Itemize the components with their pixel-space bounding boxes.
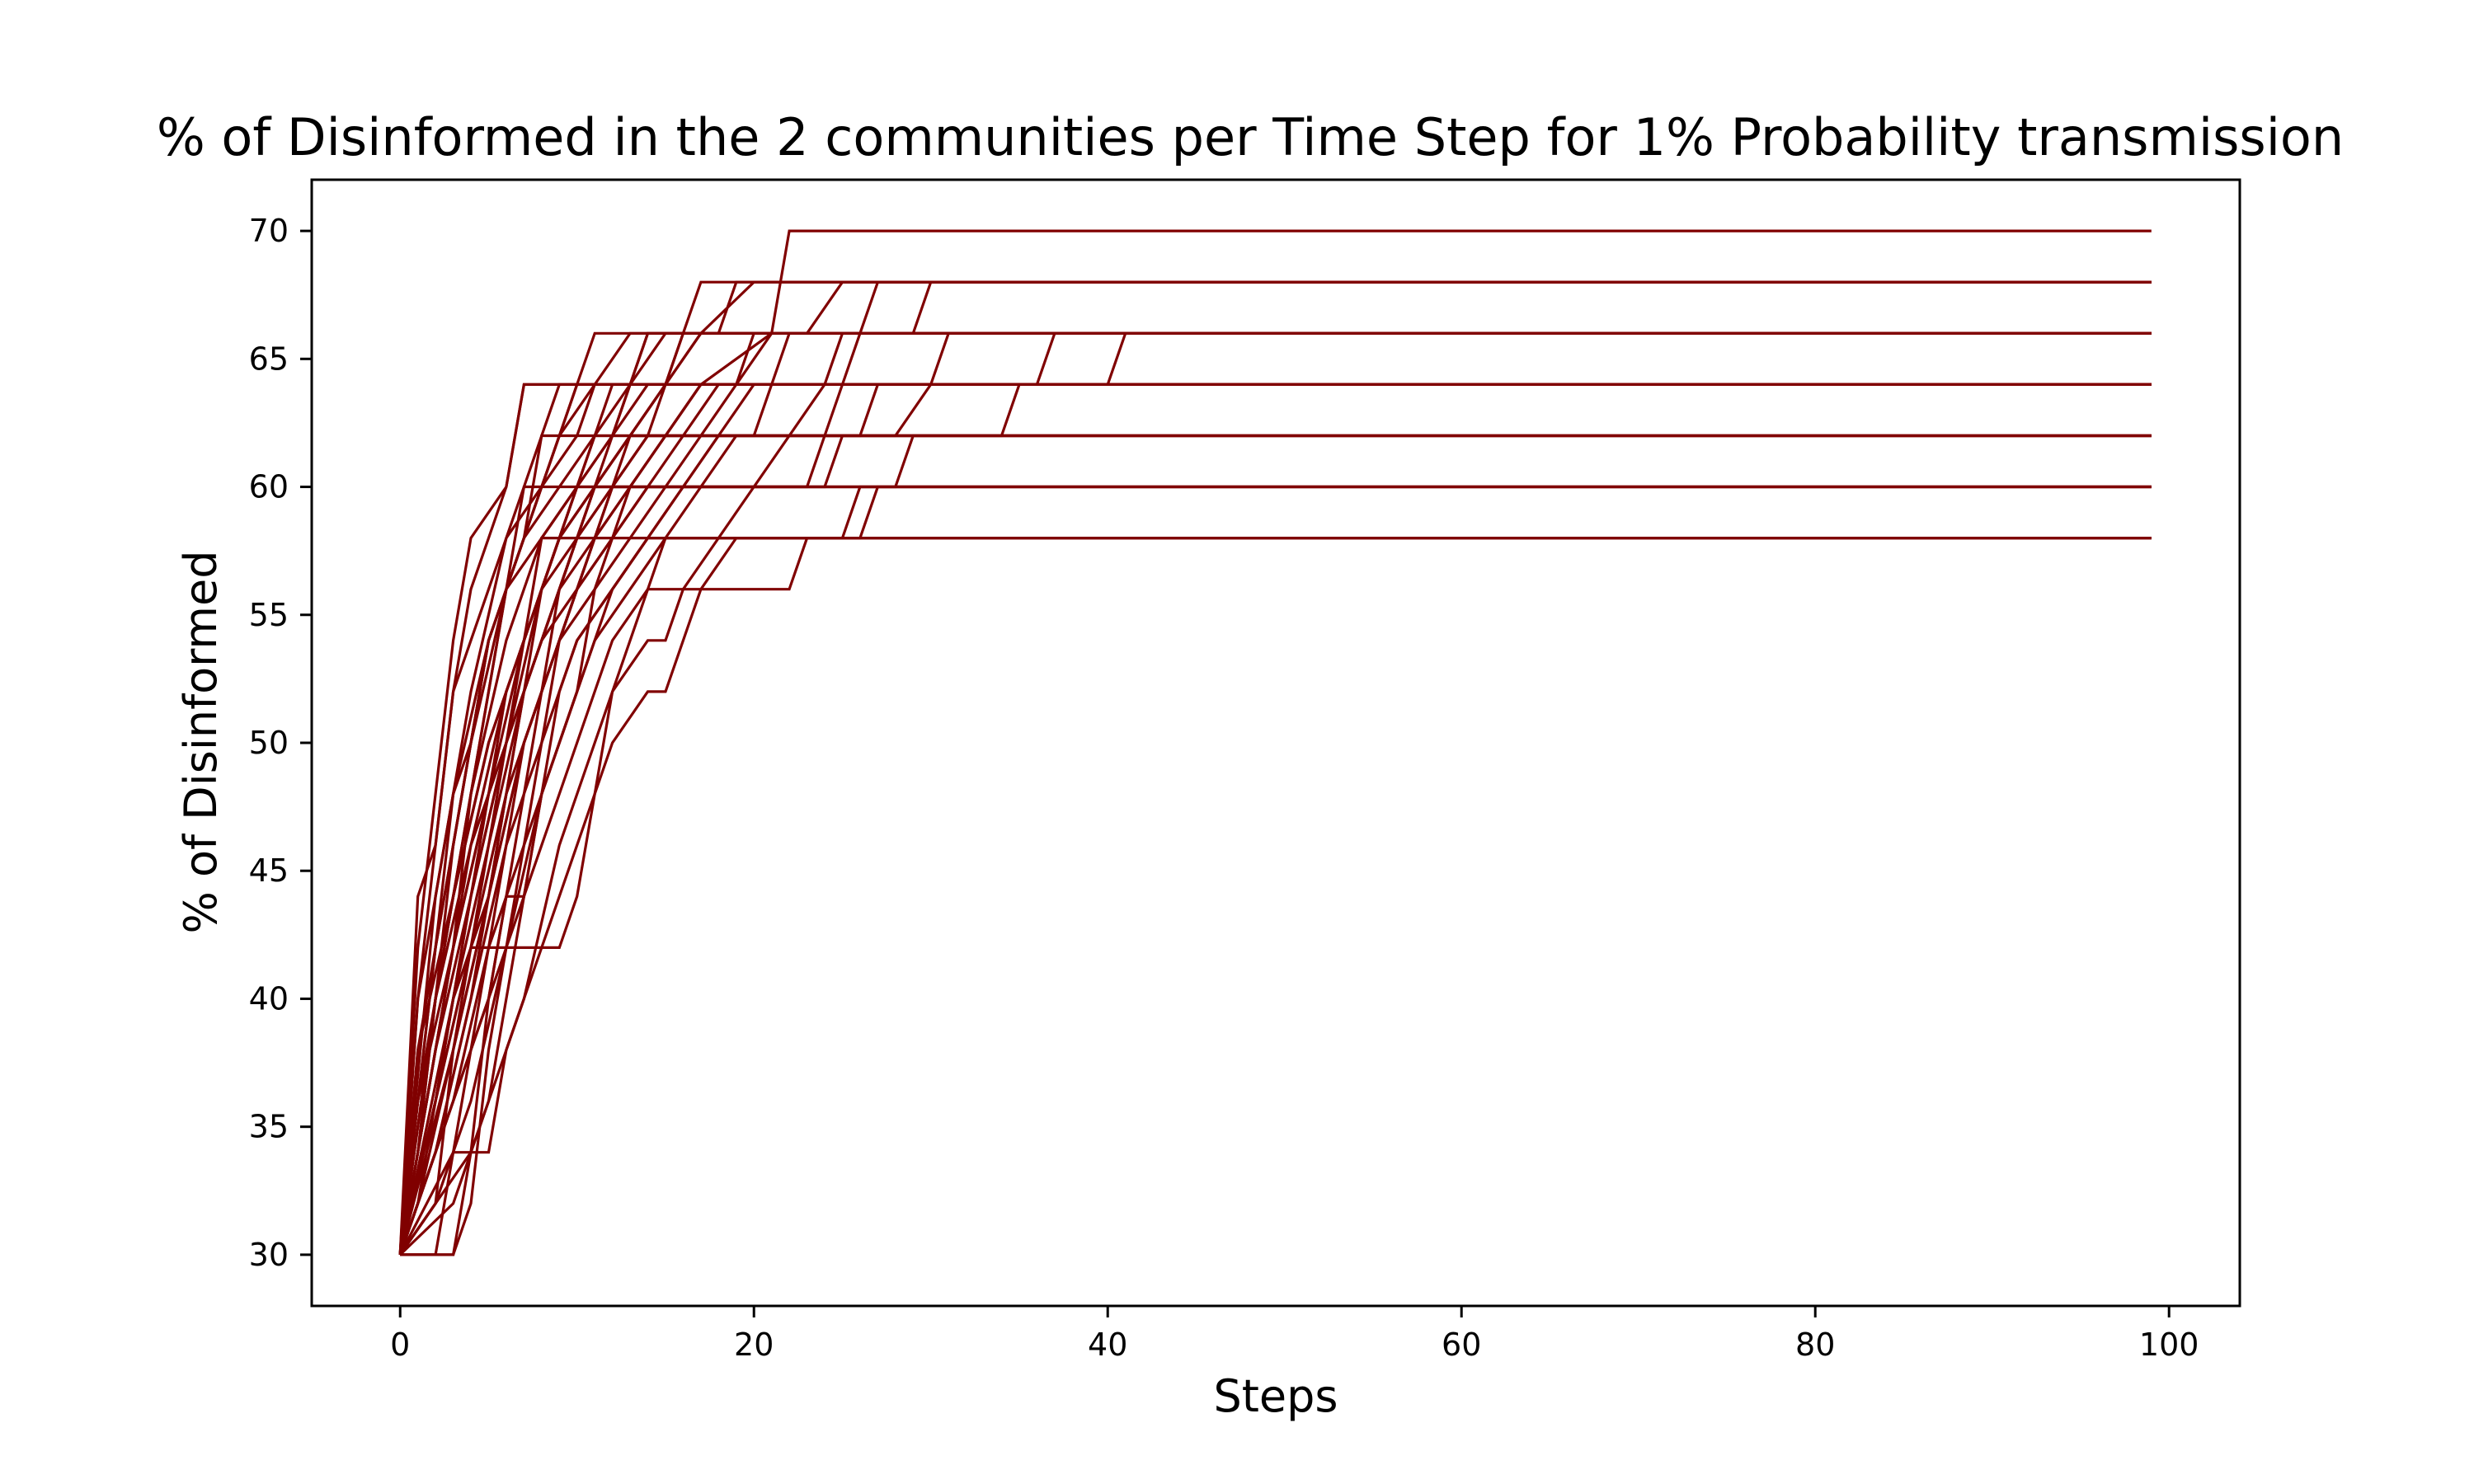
chart-title: % of Disinformed in the 2 communities pe…: [157, 107, 2344, 167]
y-tick-label: 30: [249, 1237, 289, 1273]
series-line-21: [398, 331, 2152, 1256]
series-line-34: [398, 434, 2152, 1256]
x-tick-label: 0: [390, 1327, 410, 1363]
x-tick-label: 100: [2139, 1327, 2199, 1363]
x-tick-label: 40: [1088, 1327, 1127, 1363]
y-tick-label: 50: [249, 725, 289, 761]
series-line-24: [398, 280, 2152, 1256]
series-line-14: [398, 280, 2152, 1256]
series-line-38: [398, 434, 2152, 1256]
series-line-39: [398, 331, 2152, 1256]
series-line-26: [398, 485, 2152, 1256]
series-line-35: [398, 434, 2152, 1256]
y-tick-label: 65: [249, 340, 289, 377]
series-group: [398, 229, 2152, 1256]
y-tick-label: 40: [249, 980, 289, 1017]
y-tick-label: 35: [249, 1109, 289, 1145]
series-line-40: [398, 485, 2152, 1256]
series-line-11: [398, 536, 2152, 1256]
series-line-32: [398, 383, 2152, 1256]
series-line-9: [398, 383, 2152, 1255]
series-line-25: [398, 331, 2152, 1256]
series-line-18: [400, 280, 2152, 1256]
series-line-36: [398, 331, 2152, 1256]
series-line-15: [398, 331, 2152, 1256]
series-line-12: [398, 485, 2152, 1256]
series-line-13: [398, 331, 2152, 1256]
series-line-10: [398, 536, 2152, 1256]
series-line-5: [400, 280, 2152, 1256]
series-line-4: [400, 331, 2152, 1256]
y-axis-label: % of Disinformed: [175, 550, 227, 933]
series-line-17: [398, 280, 2152, 1256]
plot-frame: [310, 178, 2241, 1308]
x-tick-label: 60: [1442, 1327, 1481, 1363]
ticks-group: 0 20 40 60 80 100 30 35 40 45 50 55 60 65 70: [249, 213, 2199, 1363]
x-tick-label: 20: [734, 1327, 774, 1363]
series-line-6: [398, 280, 2152, 1256]
x-axis-label: Steps: [1213, 1370, 1338, 1422]
series-line-29: [398, 536, 2152, 1256]
y-tick-label: 60: [249, 469, 289, 505]
series-line-33: [398, 485, 2152, 1256]
series-line-7: [398, 331, 2152, 1256]
series-line-20: [399, 331, 2152, 1256]
series-line-27: [398, 434, 2152, 1256]
series-line-30: [398, 331, 2152, 1256]
series-line-3: [398, 331, 2152, 1256]
y-tick-label: 45: [249, 852, 289, 889]
x-tick-label: 80: [1795, 1327, 1835, 1363]
series-line-37: [398, 383, 2152, 1256]
y-tick-label: 70: [249, 213, 289, 249]
series-line-28: [398, 434, 2152, 1256]
series-line-8: [398, 229, 2152, 1256]
y-tick-label: 55: [249, 597, 289, 633]
